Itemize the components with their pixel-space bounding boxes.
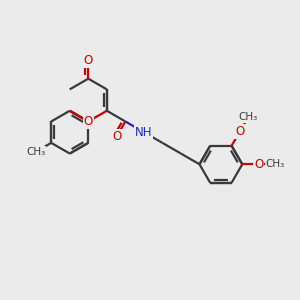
Text: NH: NH	[135, 126, 153, 139]
Text: O: O	[84, 54, 93, 67]
Text: CH₃: CH₃	[238, 112, 258, 122]
Text: CH₃: CH₃	[26, 147, 45, 157]
Text: O: O	[112, 130, 122, 143]
Text: O: O	[84, 115, 93, 128]
Text: CH₃: CH₃	[266, 159, 285, 169]
Text: O: O	[254, 158, 263, 171]
Text: O: O	[235, 125, 244, 138]
